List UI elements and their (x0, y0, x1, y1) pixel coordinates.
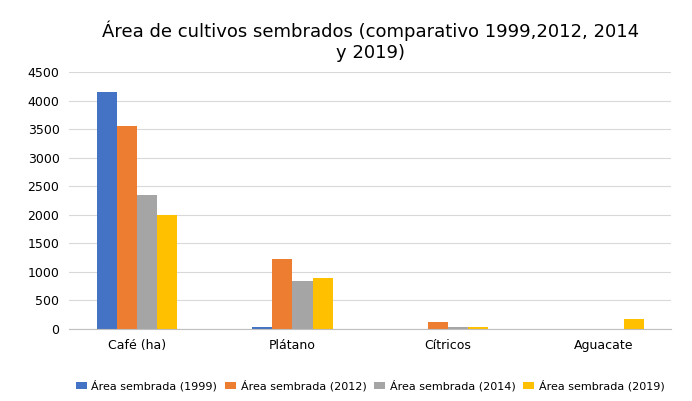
Bar (157, 215, 177, 329)
Bar (252, 326, 272, 329)
Bar (272, 259, 293, 329)
Bar (428, 322, 448, 329)
Bar (117, 126, 137, 329)
Bar (137, 195, 157, 329)
Bar (97, 92, 117, 329)
Bar (448, 327, 468, 329)
Bar (623, 319, 644, 329)
Bar (468, 327, 489, 329)
Title: Área de cultivos sembrados (comparativo 1999,2012, 2014
y 2019): Área de cultivos sembrados (comparativo … (102, 21, 639, 62)
Bar (293, 281, 313, 329)
Bar (313, 278, 333, 329)
Legend: Área sembrada (1999), Área sembrada (2012), Área sembrada (2014), Área sembrada : Área sembrada (1999), Área sembrada (201… (71, 375, 669, 396)
